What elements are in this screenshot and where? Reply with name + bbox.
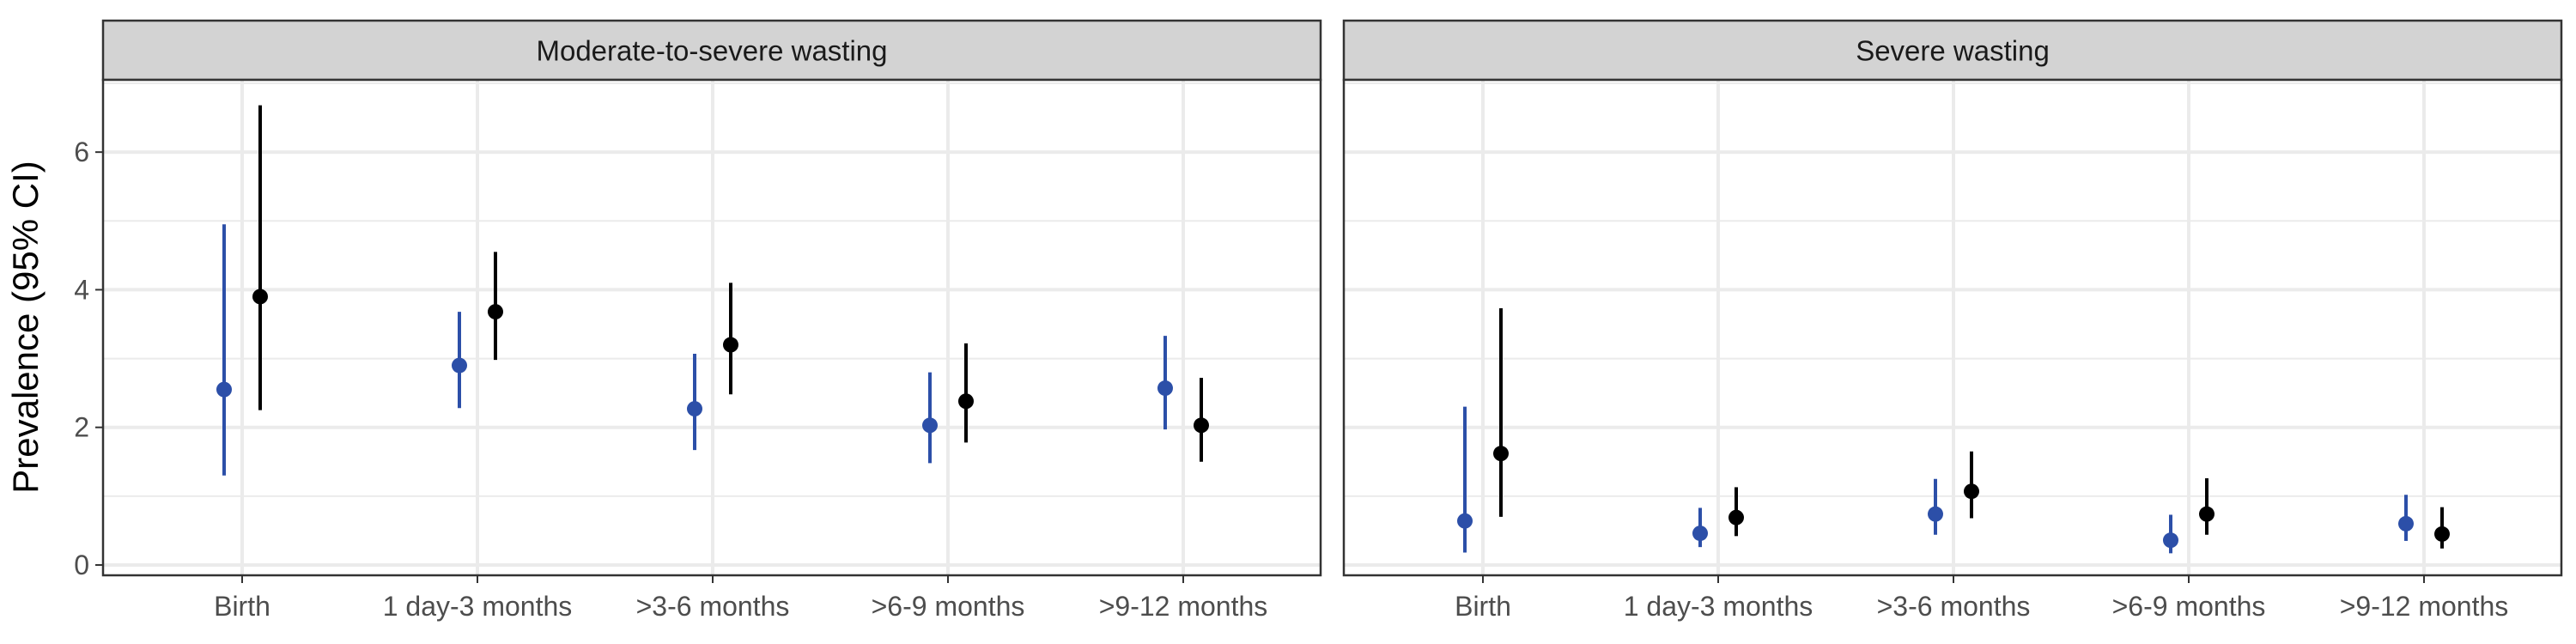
y-tick-label: 0 — [74, 550, 89, 580]
x-tick-label: >6-9 months — [2112, 591, 2266, 622]
panel-2: Severe wasting Birth 1 day-3 months >3-6 mo… — [1342, 19, 2563, 622]
x-tick-label: >3-6 months — [1877, 591, 2031, 622]
data-point — [216, 381, 232, 398]
facet-strip-label: Moderate-to-severe wasting — [536, 35, 887, 67]
x-tick-label: 1 day-3 months — [1624, 591, 1814, 622]
data-point — [2398, 515, 2414, 532]
panel-1: Moderate-to-severe wasting Birth 1 day-3 m… — [101, 19, 1322, 622]
data-point — [488, 304, 503, 320]
data-point — [1928, 506, 1943, 522]
data-point — [2434, 526, 2450, 542]
data-point — [687, 401, 702, 417]
x-tick-label: Birth — [1455, 591, 1511, 622]
x-tick-label: >6-9 months — [872, 591, 1025, 622]
x-tick-label: >3-6 months — [636, 591, 790, 622]
x-tick-label: >9-12 months — [1099, 591, 1268, 622]
data-point — [1194, 417, 1209, 434]
panel-border — [101, 78, 1322, 577]
data-point — [2163, 532, 2178, 549]
data-point — [1493, 446, 1509, 462]
facet-strip-label: Severe wasting — [1856, 35, 2050, 67]
panels-layer: 0 2 4 6 Moderate-to-severe wasting Birth 1 day… — [74, 19, 2563, 622]
facet-strip — [101, 19, 1322, 82]
x-tick-label: 1 day-3 months — [383, 591, 573, 622]
data-point — [723, 337, 738, 353]
data-point — [1157, 380, 1173, 397]
y-tick-label: 4 — [74, 274, 89, 305]
x-tick-label: >9-12 months — [2340, 591, 2509, 622]
data-point — [452, 357, 467, 374]
y-axis-title: Prevalence (95% CI) — [5, 161, 46, 494]
data-point — [1964, 483, 1979, 500]
y-tick-label: 6 — [74, 137, 89, 167]
data-point — [958, 393, 974, 410]
data-point — [2199, 506, 2215, 522]
data-point — [252, 289, 268, 305]
y-tick-label: 2 — [74, 412, 89, 443]
data-point — [1692, 526, 1708, 542]
data-point — [1728, 509, 1744, 526]
data-point — [1457, 513, 1473, 529]
data-point — [922, 417, 938, 434]
panel-border — [1342, 78, 2563, 577]
x-tick-label: Birth — [214, 591, 270, 622]
